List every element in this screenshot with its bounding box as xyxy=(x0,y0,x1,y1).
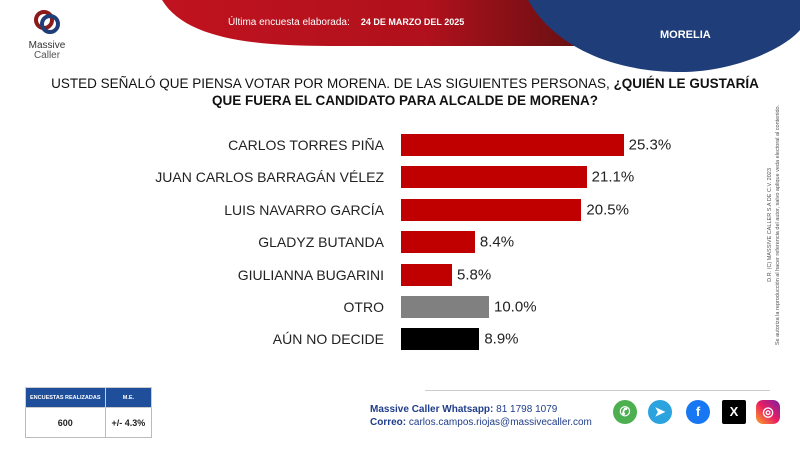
category-label: GLADYZ BUTANDA xyxy=(258,234,384,251)
facebook-icon[interactable]: f xyxy=(686,400,710,424)
question-text: USTED SEÑALÓ QUE PIENSA VOTAR POR MORENA… xyxy=(51,76,759,108)
category-label: GIULIANNA BUGARINI xyxy=(237,266,384,283)
instagram-icon[interactable]: ◎ xyxy=(756,400,780,424)
value-label: 20.5% xyxy=(586,201,629,219)
x-icon[interactable]: X xyxy=(722,400,746,424)
bar xyxy=(401,328,480,351)
header-red-band xyxy=(162,0,600,46)
category-label: CARLOS TORRES PIÑA xyxy=(228,137,384,153)
bar xyxy=(401,166,587,189)
category-label: JUAN CARLOS BARRAGÁN VÉLEZ xyxy=(155,169,384,186)
surveys-header: ENCUESTAS REALIZADAS xyxy=(25,387,106,408)
brand-name: Massive xyxy=(28,40,66,51)
stats-table: ENCUESTAS REALIZADAS M.E. 600 +/- 4.3% xyxy=(25,387,153,438)
divider xyxy=(425,390,770,391)
email-link[interactable]: carlos.campos.riojas@massivecaller.com xyxy=(408,417,592,428)
bar xyxy=(401,231,475,254)
email-contact: Correo: carlos.campos.riojas@massivecall… xyxy=(370,417,592,428)
logo-icon xyxy=(34,10,60,34)
survey-date: 24 DE MARZO DEL 2025 xyxy=(360,17,465,27)
bar xyxy=(401,263,453,286)
category-label: AÚN NO DECIDE xyxy=(272,331,384,348)
value-label: 21.1% xyxy=(591,168,635,186)
whatsapp-contact: Massive Caller Whatsapp: 81 1798 1079 xyxy=(370,404,558,415)
bar xyxy=(401,296,489,318)
header-blue-band xyxy=(528,0,800,72)
category-label: OTRO xyxy=(343,299,384,315)
value-label: 25.3% xyxy=(628,136,672,154)
telegram-icon[interactable]: ➤ xyxy=(648,400,672,424)
value-label: 8.4% xyxy=(479,233,515,251)
city-label: MORELIA xyxy=(660,29,711,41)
value-label: 10.0% xyxy=(494,298,537,316)
value-label: 5.8% xyxy=(457,266,492,284)
value-label: 8.9% xyxy=(484,330,519,348)
category-label: LUIS NAVARRO GARCÍA xyxy=(224,201,384,218)
logo: Massive Caller xyxy=(22,8,72,61)
bar xyxy=(401,134,624,156)
margin-of-error: +/- 4.3% xyxy=(104,407,153,438)
survey-date-label: Última encuesta elaborada: 24 DE MARZO D… xyxy=(228,17,465,28)
copyright-notice: D.R. (C) MASSIVE CALLER S.A DE C.V. 2023… xyxy=(767,104,781,346)
margin-header: M.E. xyxy=(104,387,153,408)
header-bands xyxy=(162,0,800,72)
whatsapp-icon[interactable]: ✆ xyxy=(613,400,637,424)
brand-name-2: Caller xyxy=(33,50,61,61)
bar xyxy=(401,198,582,221)
surveys-count: 600 xyxy=(25,407,106,438)
